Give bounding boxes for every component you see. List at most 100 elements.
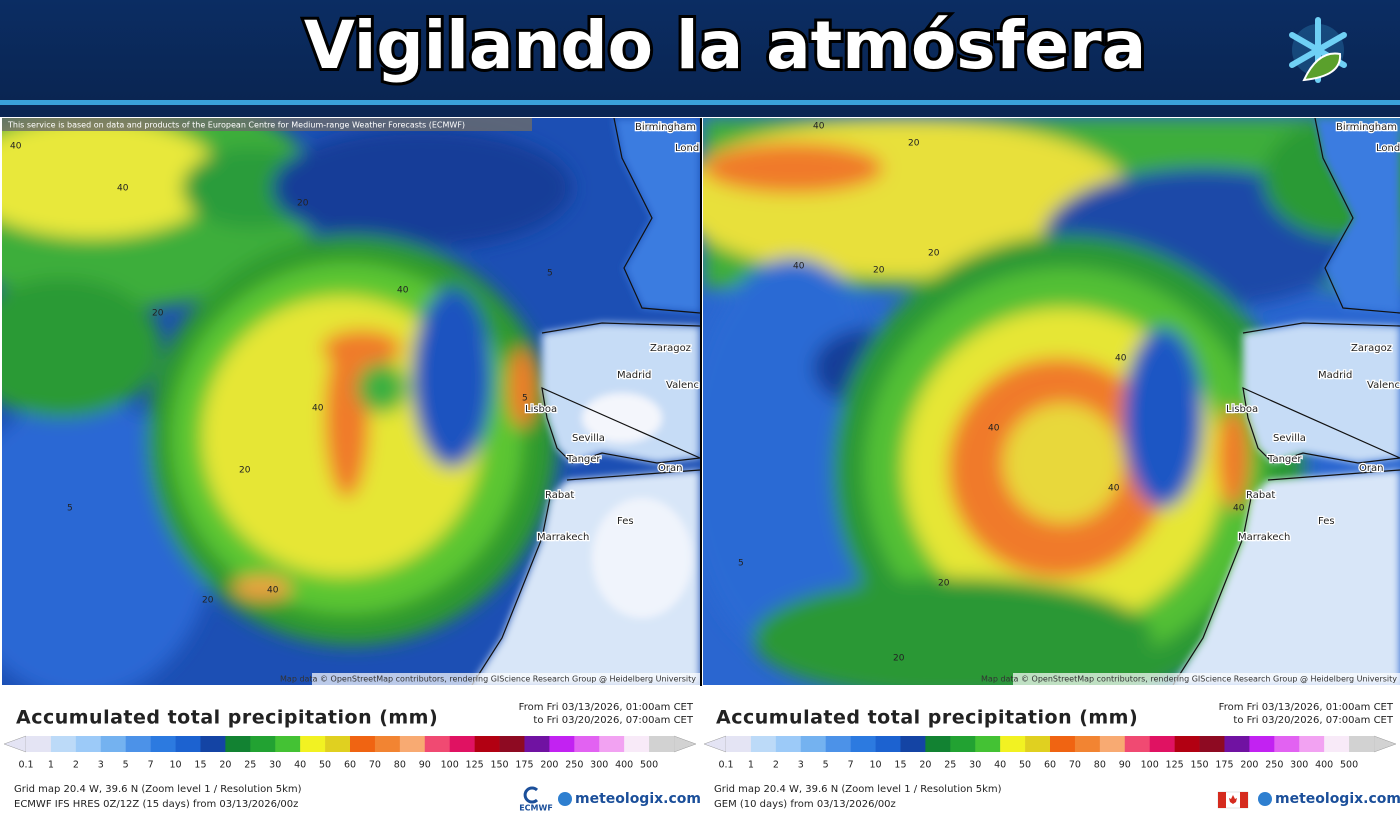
scale-swatch (1074, 736, 1101, 752)
scale-swatch (1099, 736, 1126, 752)
scale-swatch (574, 736, 600, 752)
scale-label: 10 (869, 760, 881, 771)
contour-label: 40 (1108, 484, 1120, 494)
scale-label: 7 (148, 760, 154, 771)
period-from: From Fri 03/13/2026, 01:00am CET (1219, 702, 1394, 713)
scale-label: 30 (969, 760, 981, 771)
scale-swatch (1349, 736, 1375, 752)
map-credit: Map data © OpenStreetMap contributors, r… (981, 675, 1397, 684)
contour-label: 20 (893, 654, 905, 664)
scale-label: 175 (515, 760, 533, 771)
scale-swatch (1000, 736, 1026, 752)
provider-icon (523, 786, 539, 804)
city-label: Marrakech (1238, 532, 1290, 543)
scale-swatch (474, 736, 500, 752)
provider-logo: ECMWF (519, 804, 553, 813)
scale-swatch (1199, 736, 1225, 752)
brand: meteologix.com (1275, 791, 1400, 807)
scale-swatch (275, 736, 301, 752)
scale-swatch (125, 736, 151, 752)
scale-label: 1 (48, 760, 54, 771)
scale-swatch (950, 736, 976, 752)
scale-label: 400 (1315, 760, 1333, 771)
scale-label: 50 (1019, 760, 1031, 771)
contour-label: 40 (10, 142, 22, 152)
scale-label: 100 (1141, 760, 1159, 771)
scale-swatch (399, 736, 426, 752)
scale-swatch (1149, 736, 1175, 752)
scale-swatch (374, 736, 401, 752)
city-label: Madrid (1318, 370, 1352, 381)
scale-swatch (200, 736, 226, 752)
city-label: Fes (617, 516, 634, 527)
contour-label: 5 (738, 559, 744, 569)
scale-swatch (225, 736, 251, 752)
scale-label: 3 (98, 760, 104, 771)
scale-label: 50 (319, 760, 331, 771)
city-label: Rabat (1246, 490, 1275, 501)
scale-swatch (599, 736, 625, 752)
scale-swatch (1299, 736, 1325, 752)
scale-swatch (524, 736, 550, 752)
grid-info: Grid map 20.4 W, 39.6 N (Zoom level 1 / … (14, 784, 302, 795)
city-label: Oran (658, 463, 682, 474)
contour-label: 40 (1115, 354, 1127, 364)
scale-swatch (900, 736, 926, 752)
city-label: Marrakech (537, 532, 589, 543)
scale-label: 0.1 (18, 760, 33, 771)
scale-arrow (703, 735, 727, 753)
city-label: Tanger (1267, 454, 1302, 465)
city-label: Birmingham (635, 122, 696, 133)
city-label: Madrid (617, 370, 651, 381)
scale-swatch (875, 736, 901, 752)
scale-swatch (1050, 736, 1076, 752)
header-band (0, 105, 1400, 117)
header-bar (0, 0, 1400, 100)
scale-label: 7 (848, 760, 854, 771)
city-label: Zaragoz (1351, 343, 1392, 354)
scale-label: 20 (219, 760, 231, 771)
legend-title: Accumulated total precipitation (mm) (16, 707, 438, 729)
scale-label: 175 (1215, 760, 1233, 771)
scale-label: 250 (565, 760, 583, 771)
scale-swatch (350, 736, 376, 752)
snow-icon (1289, 17, 1347, 83)
scale-label: 5 (123, 760, 129, 771)
scale-label: 80 (394, 760, 406, 771)
scale-swatch (150, 736, 176, 752)
scale-swatch (50, 736, 77, 752)
city-label: Lisboa (525, 404, 557, 415)
generated: Accumulated total precipitation (mm) From… (3, 702, 1400, 813)
scale-label: 3 (798, 760, 804, 771)
scale-swatch (1224, 736, 1250, 752)
contour-label: 40 (312, 404, 324, 414)
scale-swatch (649, 736, 675, 752)
scale-label: 200 (540, 760, 558, 771)
city-label: Birmingham (1336, 122, 1397, 133)
city-label: Rabat (545, 490, 574, 501)
contour-label: 20 (928, 249, 940, 259)
scale-swatch (1124, 736, 1150, 752)
scale-swatch (800, 736, 826, 752)
scale-label: 60 (344, 760, 356, 771)
contour-label: 40 (813, 122, 825, 132)
contour-label: 20 (908, 139, 920, 149)
scale-swatch (250, 736, 276, 752)
scale-swatch (624, 736, 650, 752)
scale-swatch (175, 736, 201, 752)
scale-swatch (1274, 736, 1300, 752)
scale-label: 15 (894, 760, 906, 771)
model-info: GEM (10 days) from 03/13/2026/00z (714, 799, 896, 810)
city-label: Valenc (1367, 380, 1400, 391)
scale-label: 0.1 (718, 760, 733, 771)
city-label: Sevilla (572, 433, 605, 444)
brand-icon (1258, 792, 1272, 806)
brand-icon (558, 792, 572, 806)
city-label: Fes (1318, 516, 1335, 527)
flag (1217, 791, 1249, 809)
scale-label: 60 (1044, 760, 1056, 771)
scale-swatch (499, 736, 525, 752)
map-right: Map data © OpenStreetMap contributors, r… (703, 118, 1400, 685)
scale-swatch (449, 736, 475, 752)
